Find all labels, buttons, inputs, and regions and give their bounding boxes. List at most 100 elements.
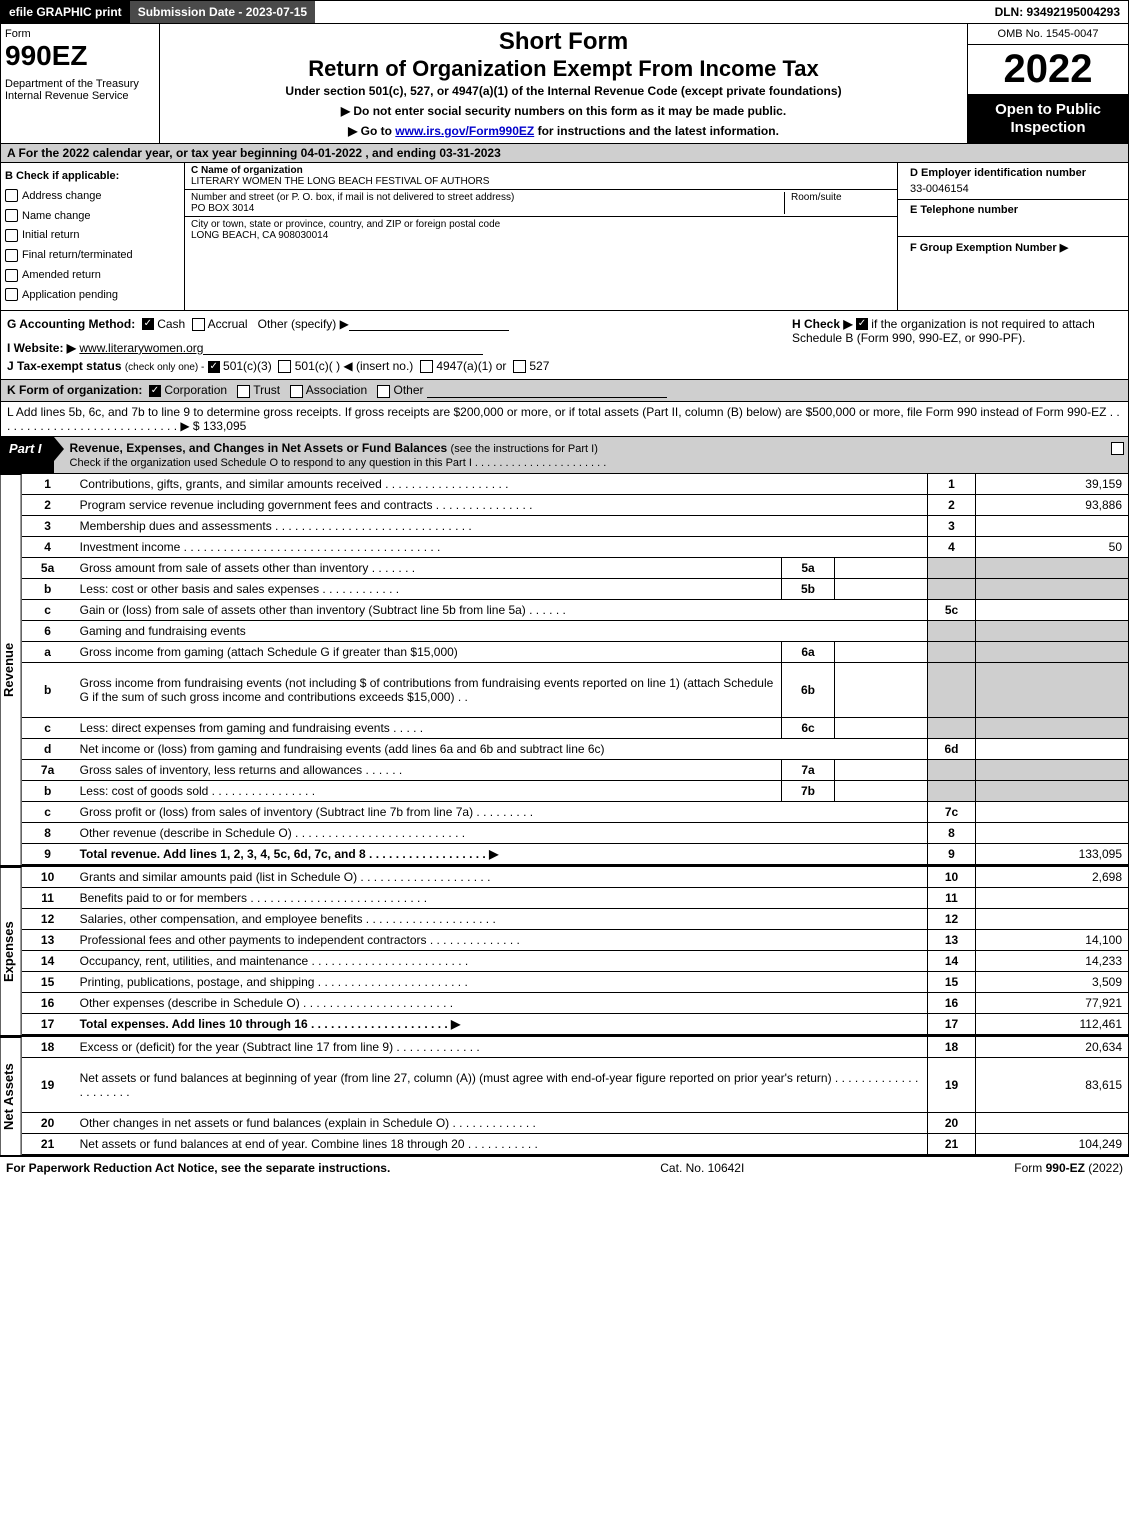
section-def: D Employer identification number 33-0046…	[897, 163, 1128, 310]
row-desc: Other expenses (describe in Schedule O) …	[74, 992, 928, 1013]
chk-trust[interactable]	[237, 385, 250, 398]
chk-amended-return[interactable]: Amended return	[5, 266, 180, 286]
table-row: 5aGross amount from sale of assets other…	[22, 557, 1128, 578]
efile-print[interactable]: efile GRAPHIC print	[1, 1, 130, 23]
amount-label: 3	[928, 515, 976, 536]
section-b: B Check if applicable: Address change Na…	[1, 163, 184, 310]
chk-sched-b[interactable]: ✓	[856, 318, 868, 330]
amount-label: 19	[928, 1057, 976, 1112]
chk-address-change[interactable]: Address change	[5, 187, 180, 207]
chk-4947a1[interactable]	[420, 360, 433, 373]
inset-value	[835, 557, 928, 578]
row-number: b	[22, 780, 74, 801]
row-desc: Less: direct expenses from gaming and fu…	[74, 717, 782, 738]
j-label: J Tax-exempt status	[7, 359, 122, 373]
table-row: 16Other expenses (describe in Schedule O…	[22, 992, 1128, 1013]
row-number: 8	[22, 822, 74, 843]
table-row: 2Program service revenue including gover…	[22, 494, 1128, 515]
chk-application-pending[interactable]: Application pending	[5, 286, 180, 306]
chk-initial-return[interactable]: Initial return	[5, 226, 180, 246]
chk-final-return[interactable]: Final return/terminated	[5, 246, 180, 266]
part1-header: Part I Revenue, Expenses, and Changes in…	[0, 437, 1129, 474]
chk-corporation[interactable]: ✓	[149, 385, 161, 397]
row-number: 11	[22, 887, 74, 908]
chk-527[interactable]	[513, 360, 526, 373]
table-row: 15Printing, publications, postage, and s…	[22, 971, 1128, 992]
amount-label: 21	[928, 1133, 976, 1154]
row-desc: Gross profit or (loss) from sales of inv…	[74, 801, 928, 822]
submission-date: Submission Date - 2023-07-15	[130, 1, 315, 23]
row-desc: Investment income . . . . . . . . . . . …	[74, 536, 928, 557]
footer-right: Form 990-EZ (2022)	[1014, 1161, 1123, 1175]
table-row: bLess: cost of goods sold . . . . . . . …	[22, 780, 1128, 801]
chk-sched-o-part1[interactable]	[1111, 442, 1124, 455]
city-value: LONG BEACH, CA 908030014	[191, 230, 891, 241]
amount-value	[976, 887, 1129, 908]
row-number: 13	[22, 929, 74, 950]
amount-value: 133,095	[976, 843, 1129, 864]
inset-value	[835, 578, 928, 599]
amount-label: 11	[928, 887, 976, 908]
chk-name-change[interactable]: Name change	[5, 207, 180, 227]
table-row: 9Total revenue. Add lines 1, 2, 3, 4, 5c…	[22, 843, 1128, 864]
row-number: 5a	[22, 557, 74, 578]
amount-label: 5c	[928, 599, 976, 620]
footer-left: For Paperwork Reduction Act Notice, see …	[6, 1161, 390, 1175]
table-row: 21Net assets or fund balances at end of …	[22, 1133, 1128, 1154]
row-desc: Gaming and fundraising events	[74, 620, 928, 641]
amount-label: 17	[928, 1013, 976, 1034]
amount-label: 20	[928, 1112, 976, 1133]
row-desc: Net assets or fund balances at beginning…	[74, 1057, 928, 1112]
chk-501c[interactable]	[278, 360, 291, 373]
row-desc: Benefits paid to or for members . . . . …	[74, 887, 928, 908]
amount-label: 10	[928, 867, 976, 888]
row-desc: Professional fees and other payments to …	[74, 929, 928, 950]
amount-label: 6d	[928, 738, 976, 759]
amount-label: 12	[928, 908, 976, 929]
amount-value: 50	[976, 536, 1129, 557]
row-desc: Gross income from fundraising events (no…	[74, 662, 782, 717]
row-number: 12	[22, 908, 74, 929]
amount-value	[976, 822, 1129, 843]
chk-cash[interactable]: ✓	[142, 318, 154, 330]
row-desc: Excess or (deficit) for the year (Subtra…	[74, 1037, 928, 1058]
chk-other[interactable]	[377, 385, 390, 398]
inset-value	[835, 717, 928, 738]
chk-association[interactable]	[290, 385, 303, 398]
irs-link[interactable]: www.irs.gov/Form990EZ	[395, 124, 534, 138]
table-row: 17Total expenses. Add lines 10 through 1…	[22, 1013, 1128, 1034]
footer-mid: Cat. No. 10642I	[660, 1161, 744, 1175]
amount-label: 16	[928, 992, 976, 1013]
ein-value: 33-0046154	[904, 181, 1122, 197]
amount-value: 20,634	[976, 1037, 1129, 1058]
row-desc: Net assets or fund balances at end of ye…	[74, 1133, 928, 1154]
chk-501c3[interactable]: ✓	[208, 361, 220, 373]
header-left: Form 990EZ Department of the Treasury In…	[1, 24, 160, 143]
row-desc: Total revenue. Add lines 1, 2, 3, 4, 5c,…	[74, 843, 928, 864]
dept-label: Department of the Treasury Internal Reve…	[5, 78, 155, 102]
row-desc: Printing, publications, postage, and shi…	[74, 971, 928, 992]
inset-value	[835, 641, 928, 662]
org-name: LITERARY WOMEN THE LONG BEACH FESTIVAL O…	[191, 176, 891, 187]
row-number: 18	[22, 1037, 74, 1058]
expenses-label: Expenses	[0, 867, 22, 1035]
form-label: Form	[5, 28, 155, 40]
row-desc: Gross sales of inventory, less returns a…	[74, 759, 782, 780]
amount-label: 2	[928, 494, 976, 515]
row-desc: Less: cost of goods sold . . . . . . . .…	[74, 780, 782, 801]
i-label: I Website: ▶	[7, 341, 76, 355]
table-row: 8Other revenue (describe in Schedule O) …	[22, 822, 1128, 843]
city-label: City or town, state or province, country…	[191, 219, 891, 230]
table-row: 6Gaming and fundraising events	[22, 620, 1128, 641]
table-row: cLess: direct expenses from gaming and f…	[22, 717, 1128, 738]
row-desc: Grants and similar amounts paid (list in…	[74, 867, 928, 888]
form-header: Form 990EZ Department of the Treasury In…	[0, 24, 1129, 144]
table-row: 20Other changes in net assets or fund ba…	[22, 1112, 1128, 1133]
chk-accrual[interactable]	[192, 318, 205, 331]
amount-label: 14	[928, 950, 976, 971]
f-label: F Group Exemption Number ▶	[904, 239, 1122, 256]
amount-value: 14,233	[976, 950, 1129, 971]
row-desc: Total expenses. Add lines 10 through 16 …	[74, 1013, 928, 1034]
row-number: d	[22, 738, 74, 759]
website-value[interactable]: www.literarywomen.org	[79, 341, 203, 355]
